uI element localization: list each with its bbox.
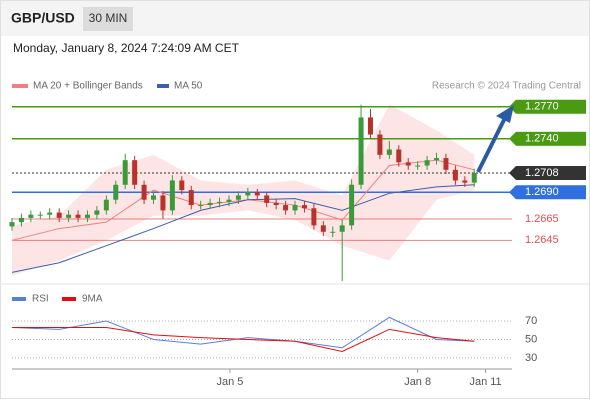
candle-body [330, 231, 336, 233]
candle-body [28, 214, 34, 218]
credit: Research © 2024 Trading Central [432, 81, 581, 92]
candle-body [462, 180, 468, 183]
forecast-arrowhead [496, 105, 514, 123]
level-label-box [516, 166, 586, 181]
candle-body [386, 149, 392, 155]
candle-body [452, 169, 458, 181]
level-label: 1.2665 [525, 213, 559, 225]
level-label: 1.2770 [525, 101, 559, 113]
rsi-line [11, 316, 475, 349]
legend-label: 9MA [82, 294, 103, 305]
candle-body [188, 190, 194, 206]
candle-body [122, 160, 128, 185]
candle-body [160, 195, 166, 211]
level-label-box [516, 99, 586, 114]
legend-label: MA 50 [174, 81, 203, 92]
level-label-box [516, 131, 586, 146]
candle-body [367, 117, 373, 135]
candle-body [113, 184, 119, 200]
candle-body [301, 205, 307, 209]
rsi-tick-label: 50 [525, 333, 537, 345]
timestamp: Monday, January 8, 2024 7:24:09 AM CET [13, 41, 240, 55]
candle-body [56, 212, 62, 218]
x-tick-label: Jan 11 [469, 376, 501, 388]
legend-label: MA 20 + Bollinger Bands [33, 81, 143, 92]
candle-body [320, 225, 326, 232]
candle-body [405, 162, 411, 166]
candle-body [443, 158, 449, 170]
candle-body [377, 134, 383, 155]
legend-swatch [12, 84, 28, 88]
candle-body [75, 214, 81, 218]
candle-body [471, 173, 477, 183]
candle-body [66, 214, 72, 218]
candle-body [179, 180, 185, 191]
candle-body [349, 184, 355, 226]
candle-body [169, 180, 175, 211]
legend-swatch [157, 84, 169, 88]
candle-body [9, 222, 15, 227]
candle-body [37, 214, 43, 216]
candle-body [339, 225, 345, 232]
rsi-tick-label: 30 [525, 352, 537, 364]
candle-body [207, 202, 213, 206]
level-label-pointer [509, 166, 516, 181]
candle-body [94, 210, 100, 215]
level-label-box [516, 185, 586, 200]
level-label-pointer [509, 131, 516, 146]
candle-body [254, 192, 260, 196]
candle-body [103, 199, 109, 211]
candle-body [132, 160, 138, 185]
level-label-pointer [509, 185, 516, 200]
timeframe-box [83, 7, 133, 31]
candle-body [273, 202, 279, 206]
candle-body [18, 217, 24, 223]
level-label: 1.2708 [525, 167, 559, 179]
candle-body [217, 201, 223, 203]
rsi-tick-label: 70 [525, 315, 537, 327]
x-tick-label: Jan 5 [216, 376, 243, 388]
level-label: 1.2645 [525, 234, 559, 246]
x-tick-label: Jan 8 [404, 376, 431, 388]
candle-body [226, 199, 232, 202]
candle-body [47, 212, 53, 215]
candle-body [283, 205, 289, 211]
legend-swatch [12, 297, 26, 301]
legend-label: RSI [32, 294, 49, 305]
candle-body [198, 205, 204, 207]
candle-body [415, 165, 421, 167]
forecast-arrow [476, 117, 507, 173]
candle-body [235, 195, 241, 200]
candle-body [292, 205, 298, 211]
candle-body [396, 149, 402, 163]
candle-body [311, 208, 317, 226]
level-label: 1.2740 [525, 133, 559, 145]
candle-body [424, 160, 430, 166]
bollinger-band [12, 104, 475, 276]
rsi-line [12, 326, 475, 352]
legend-swatch [62, 297, 76, 301]
pair-title: GBP/USD [11, 10, 75, 26]
candle-body [434, 158, 440, 161]
candle-body [151, 195, 157, 200]
candle-body [245, 192, 251, 196]
timeframe: 30 MIN [89, 11, 128, 25]
candle-body [264, 195, 270, 203]
level-label: 1.2690 [525, 186, 559, 198]
candle-body [141, 184, 147, 200]
candle-body [84, 214, 90, 218]
candle-body [358, 117, 364, 185]
